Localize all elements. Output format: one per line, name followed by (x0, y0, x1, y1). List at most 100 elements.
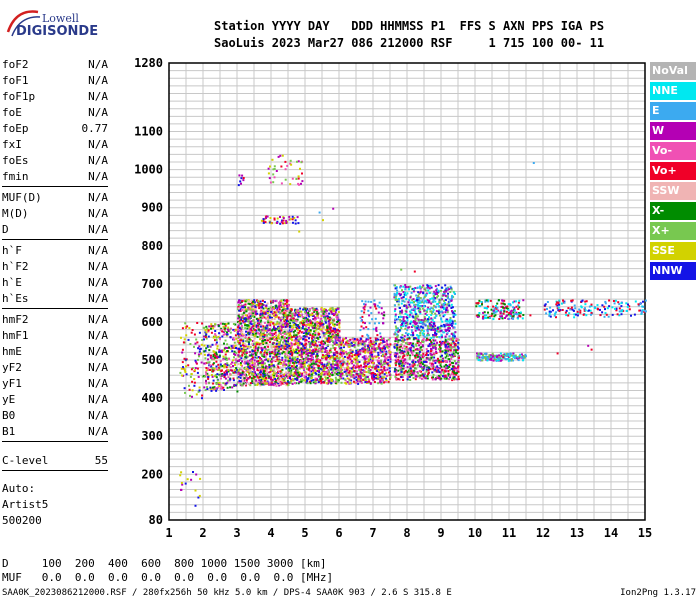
echo-point (404, 291, 407, 294)
echo-point (454, 322, 457, 325)
echo-point (348, 379, 351, 382)
echo-point (296, 378, 298, 381)
echo-point (295, 334, 298, 337)
echo-point (183, 338, 186, 341)
echo-point (257, 317, 260, 320)
echo-point (330, 355, 333, 357)
echo-point (204, 357, 207, 360)
echo-point (250, 311, 253, 314)
echo-point (183, 387, 186, 390)
echo-point (220, 370, 223, 373)
echo-point (245, 351, 248, 354)
echo-point (245, 362, 248, 365)
echo-point (379, 338, 382, 341)
echo-point (414, 299, 417, 302)
echo-point (350, 373, 353, 376)
echo-point (223, 342, 225, 345)
echo-point (351, 350, 354, 353)
echo-point (316, 352, 319, 354)
echo-point (411, 325, 413, 328)
echo-point (300, 353, 303, 356)
param-value: 55 (94, 454, 108, 467)
echo-point (439, 306, 442, 309)
echo-point (239, 373, 242, 376)
echo-point (249, 311, 252, 314)
echo-point (420, 354, 423, 357)
echo-point (245, 340, 247, 343)
echo-point (212, 388, 215, 391)
echo-point (226, 369, 228, 372)
echo-point (433, 326, 436, 329)
echo-point (371, 318, 374, 321)
echo-point (233, 356, 235, 359)
echo-point (422, 368, 425, 371)
echo-point (289, 372, 292, 375)
echo-point (292, 312, 295, 315)
echo-point (229, 328, 231, 331)
echo-point (440, 329, 443, 332)
echo-point (314, 321, 317, 324)
echo-point (353, 369, 356, 372)
echo-point (290, 319, 293, 322)
echo-point (184, 371, 187, 373)
echo-point (226, 364, 229, 366)
echo-point (235, 347, 237, 349)
echo-point (331, 366, 334, 369)
echo-point (362, 350, 365, 353)
echo-point (253, 380, 256, 383)
echo-point (295, 342, 298, 345)
echo-point (275, 311, 278, 314)
echo-point (238, 351, 240, 354)
echo-point (360, 319, 363, 322)
echo-point (319, 336, 321, 339)
echo-point (278, 321, 281, 324)
echo-point (223, 375, 226, 378)
echo-point (341, 374, 344, 377)
echo-point (429, 339, 432, 341)
echo-point (378, 374, 381, 377)
echo-point (331, 374, 334, 376)
echo-point (363, 303, 365, 306)
echo-point (419, 285, 421, 288)
echo-point (256, 312, 259, 315)
echo-point (317, 373, 320, 376)
echo-point (260, 309, 263, 312)
echo-point (232, 338, 235, 341)
echo-point (401, 289, 403, 292)
echo-point (372, 350, 375, 353)
echo-point (302, 338, 305, 341)
echo-point (285, 384, 288, 387)
echo-point (300, 347, 303, 350)
echo-point (221, 387, 224, 390)
echo-point (388, 337, 391, 340)
echo-point (357, 341, 360, 344)
echo-point (296, 357, 299, 360)
echo-point (186, 325, 189, 328)
echo-point (378, 306, 381, 309)
echo-point (411, 301, 414, 304)
echo-point (245, 346, 248, 349)
echo-point (437, 330, 440, 333)
echo-point (385, 357, 388, 360)
echo-point (210, 374, 213, 376)
echo-point (235, 352, 238, 355)
echo-point (404, 322, 407, 325)
echo-point (427, 289, 430, 292)
echo-point (297, 311, 300, 314)
echo-point (438, 314, 441, 317)
echo-point (240, 347, 243, 350)
echo-point (433, 298, 435, 301)
echo-point (303, 311, 306, 314)
echo-point (316, 364, 319, 367)
echo-point (234, 384, 237, 387)
echo-point (327, 323, 330, 325)
echo-point (449, 322, 451, 324)
echo-point (328, 327, 331, 330)
echo-point (353, 339, 356, 342)
echo-point (275, 379, 277, 382)
echo-point (440, 317, 443, 320)
echo-point (373, 322, 376, 325)
echo-point (289, 329, 292, 332)
echo-point (232, 337, 235, 340)
echo-point (358, 340, 361, 343)
